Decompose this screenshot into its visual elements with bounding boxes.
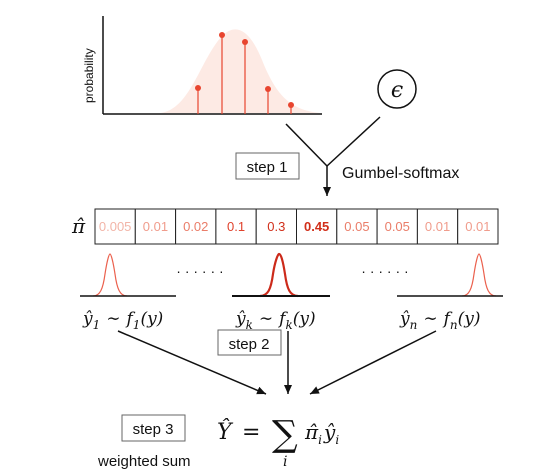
pi-cell-9: 0.01 [416,208,459,245]
pi-cell-value: 0.45 [304,219,329,234]
distribution-n-curve [461,253,497,297]
gumbel-softmax-label: Gumbel-softmax [342,165,459,182]
distribution-k-label: ŷk ∼ fk(y) [235,309,316,332]
pi-cell-1: 0.005 [94,208,136,245]
pi-cell-8: 0.05 [376,208,418,245]
histogram-ylabel: probability [82,48,96,103]
weighted-sum-label: weighted sum [97,453,191,470]
pi-cell-value: 0.1 [227,219,245,234]
step1-badge: step 1 [235,152,300,180]
sum-arrows [117,330,437,395]
pi-cell-7: 0.05 [336,208,378,245]
step2-badge: step 2 [217,329,282,356]
pi-cell-4: 0.1 [215,208,257,245]
pi-cell-value: 0.005 [99,219,132,234]
epsilon-symbol: ϵ [391,78,403,103]
sum-index: i [283,454,287,470]
pi-cell-value: 0.01 [143,219,168,234]
ellipsis-left: · · · · · · [176,263,223,279]
weighted-sum-formula: Ŷ = ∑ i π̂i ŷi [217,414,339,470]
pi-cell-value: 0.01 [465,219,490,234]
equals-sign: = [242,420,260,445]
merge-lines [285,116,381,196]
distribution-1-curve [92,253,128,297]
pi-cell-value: 0.05 [385,219,410,234]
distribution-n: ŷn ∼ fn(y) [397,253,503,332]
pi-hat-label: π̂ [71,214,86,238]
pi-cell-value: 0.01 [425,219,450,234]
stem-4 [265,86,271,114]
weighted-term: π̂i ŷi [304,420,339,447]
distribution-k: ŷk ∼ fk(y) [232,252,330,332]
distribution-n-label: ŷn ∼ fn(y) [399,309,481,332]
histogram-density-curve [160,29,320,113]
stem-3 [242,39,248,114]
pi-vector: 0.005 0.01 0.02 0.1 0.3 0.45 0.05 0.05 0.01 0.01 [94,208,499,245]
epsilon-node: ϵ [377,69,417,109]
distribution-k-curve [259,252,299,298]
stem-5 [288,102,294,114]
stem-1 [195,85,201,114]
pi-cell-5: 0.3 [255,208,298,245]
pi-cell-2: 0.01 [134,208,177,245]
step2-label: step 2 [229,336,270,353]
distribution-1-label: ŷ1 ∼ f1(y) [82,309,163,332]
pi-cell-3: 0.02 [175,208,217,245]
probability-histogram: probability [82,16,322,115]
pi-cell-value: 0.02 [183,219,208,234]
pi-cell-value: 0.3 [267,219,285,234]
pi-cell-value: 0.05 [344,219,369,234]
distribution-1: ŷ1 ∼ f1(y) [80,253,176,332]
y-hat-lhs: Ŷ [217,418,234,445]
step3-badge: step 3 [121,414,186,442]
stem-2 [219,32,225,114]
pi-cell-6: 0.45 [296,208,338,245]
step1-label: step 1 [247,159,288,176]
ellipsis-right: · · · · · · [361,263,408,279]
sum-symbol: ∑ [272,414,298,455]
step3-label: step 3 [133,421,174,438]
pi-cell-10: 0.01 [457,208,499,245]
